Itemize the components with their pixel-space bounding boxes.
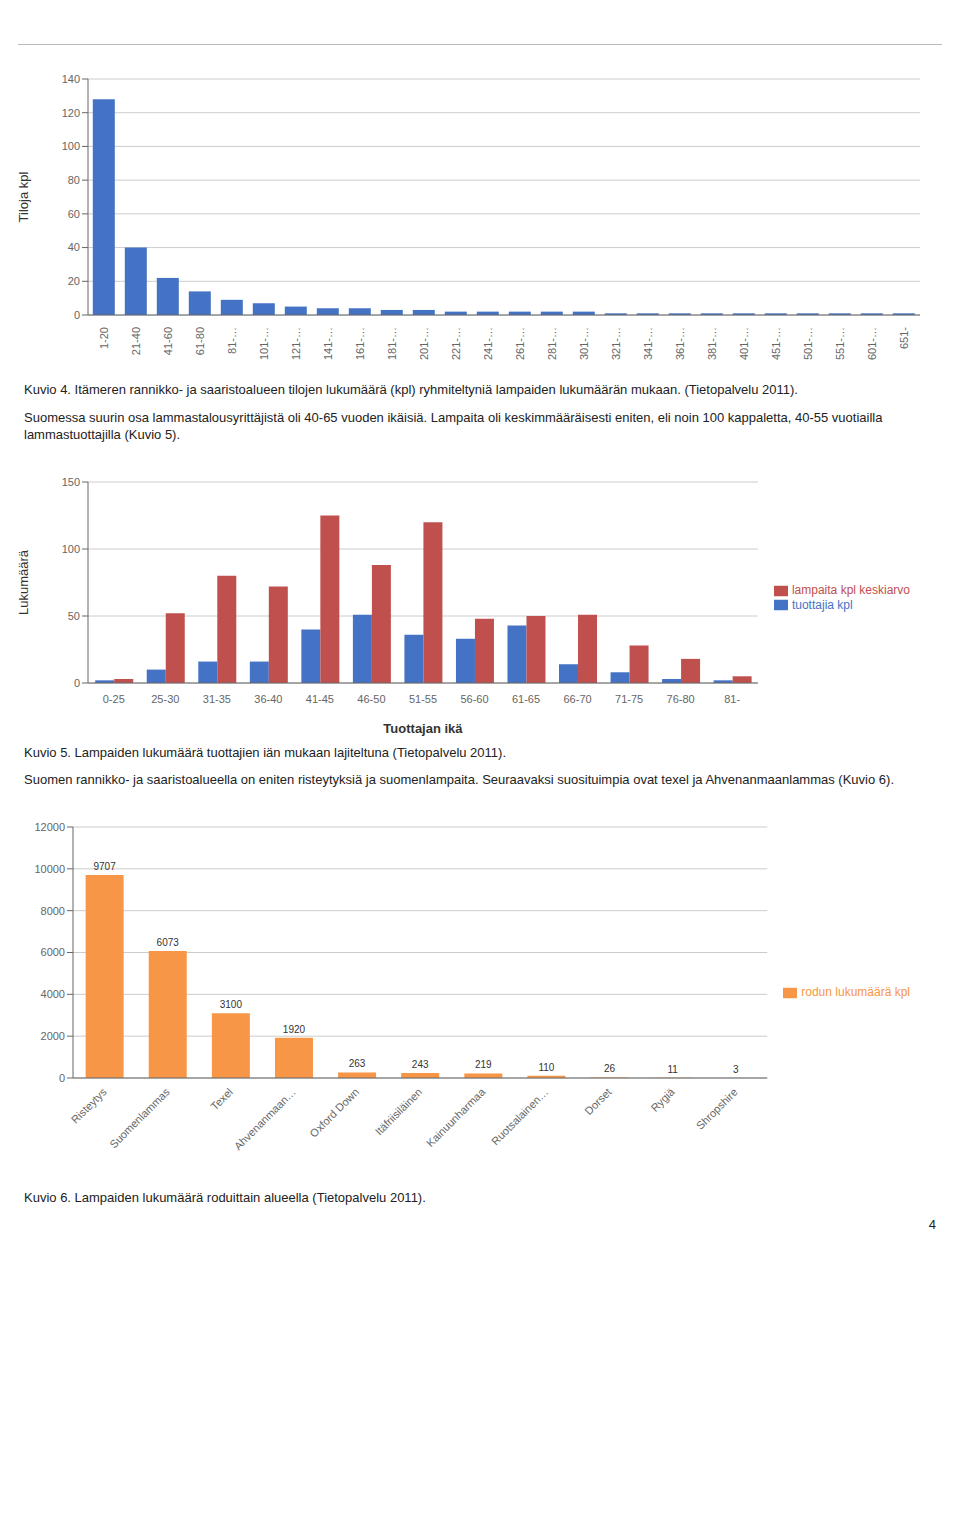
svg-text:61-80: 61-80 (194, 327, 206, 355)
svg-text:41-60: 41-60 (162, 327, 174, 355)
html-text:Kuvio 4. Itämeren rannikko- ja: Kuvio 4. Itämeren rannikko- ja saaristoa… (24, 382, 798, 397)
svg-text:401-…: 401-… (738, 327, 750, 360)
svg-text:50: 50 (68, 610, 80, 622)
svg-text:100: 100 (62, 140, 80, 152)
svg-text:71-75: 71-75 (615, 693, 643, 705)
svg-text:0: 0 (59, 1072, 65, 1084)
svg-text:100: 100 (62, 543, 80, 555)
svg-text:11: 11 (667, 1064, 678, 1075)
svg-text:551-…: 551-… (834, 327, 846, 360)
svg-text:20: 20 (68, 275, 80, 287)
svg-text:501-…: 501-… (802, 327, 814, 360)
svg-text:60: 60 (68, 208, 80, 220)
svg-text:Tuottajan ikä: Tuottajan ikä (383, 721, 463, 736)
svg-text:263: 263 (349, 1058, 366, 1069)
svg-text:41-45: 41-45 (306, 693, 334, 705)
svg-text:3100: 3100 (220, 999, 243, 1010)
svg-text:201-…: 201-… (418, 327, 430, 360)
svg-text:0: 0 (74, 677, 80, 689)
svg-text:Itäfriisiläinen: Itäfriisiläinen (373, 1085, 425, 1137)
svg-text:6073: 6073 (157, 937, 180, 948)
svg-text:219: 219 (475, 1059, 492, 1070)
svg-text:0: 0 (74, 309, 80, 321)
svg-text:46-50: 46-50 (357, 693, 385, 705)
svg-text:381-…: 381-… (706, 327, 718, 360)
svg-text:25-30: 25-30 (151, 693, 179, 705)
svg-text:76-80: 76-80 (667, 693, 695, 705)
svg-text:451-…: 451-… (770, 327, 782, 360)
svg-text:161-…: 161-… (354, 327, 366, 360)
svg-text:Risteytys: Risteytys (69, 1085, 109, 1125)
svg-text:651-: 651- (898, 327, 910, 349)
svg-text:80: 80 (68, 174, 80, 186)
svg-text:Rygiä: Rygiä (648, 1085, 677, 1114)
svg-text:12000: 12000 (34, 821, 65, 833)
svg-text:4000: 4000 (41, 988, 65, 1000)
svg-text:261-…: 261-… (514, 327, 526, 360)
svg-text:56-60: 56-60 (460, 693, 488, 705)
html-text:lampaita kpl keskiarvo: lampaita kpl keskiarvo (791, 582, 910, 597)
svg-text:243: 243 (412, 1059, 429, 1070)
svg-text:2000: 2000 (41, 1030, 65, 1042)
svg-text:150: 150 (62, 476, 80, 488)
svg-text:Suomenlammas: Suomenlammas (107, 1085, 172, 1150)
svg-text:66-70: 66-70 (563, 693, 591, 705)
svg-text:321-…: 321-… (610, 327, 622, 360)
svg-text:21-40: 21-40 (130, 327, 142, 355)
svg-text:121-…: 121-… (290, 327, 302, 360)
svg-text:0-25: 0-25 (103, 693, 125, 705)
svg-text:Dorset: Dorset (582, 1085, 613, 1116)
svg-text:181-…: 181-… (386, 327, 398, 360)
svg-text:51-55: 51-55 (409, 693, 437, 705)
svg-text:8000: 8000 (41, 904, 65, 916)
svg-text:Lukumäärä: Lukumäärä (16, 549, 31, 615)
svg-text:1-20: 1-20 (98, 327, 110, 349)
svg-text:36-40: 36-40 (254, 693, 282, 705)
html-text:Suomessa suurin osa lammastalo: Suomessa suurin osa lammastalousyrittäji… (24, 409, 883, 443)
svg-text:26: 26 (604, 1063, 616, 1074)
html-text:rodun lukumäärä kpl: rodun lukumäärä kpl (801, 985, 910, 1000)
svg-text:Kainuunharmaa: Kainuunharmaa (424, 1085, 488, 1149)
svg-text:241-…: 241-… (482, 327, 494, 360)
svg-text:Tiloja kpl: Tiloja kpl (16, 171, 31, 222)
svg-text:110: 110 (538, 1061, 554, 1072)
svg-text:341-…: 341-… (642, 327, 654, 360)
svg-text:Ahvenanmaan…: Ahvenanmaan… (232, 1085, 298, 1151)
svg-text:9707: 9707 (93, 861, 116, 872)
html-text:Suomen rannikko- ja saaristoal: Suomen rannikko- ja saaristoalueella on … (24, 772, 894, 788)
html-text:tuottajia kpl: tuottajia kpl (791, 597, 853, 612)
svg-text:40: 40 (68, 241, 80, 253)
svg-text:1920: 1920 (283, 1024, 306, 1035)
svg-text:Oxford Down: Oxford Down (307, 1085, 361, 1139)
svg-text:221-…: 221-… (450, 327, 462, 360)
svg-text:81-: 81- (724, 693, 740, 705)
svg-text:3: 3 (733, 1064, 739, 1075)
svg-text:Shropshire: Shropshire (694, 1085, 740, 1131)
svg-text:Texel: Texel (208, 1085, 235, 1112)
svg-text:601-…: 601-… (866, 327, 878, 360)
html-text:4: 4 (928, 1217, 936, 1233)
svg-text:31-35: 31-35 (203, 693, 231, 705)
svg-text:Ruotsalainen…: Ruotsalainen… (489, 1085, 551, 1147)
html-text:Kuvio 6. Lampaiden lukumäärä r: Kuvio 6. Lampaiden lukumäärä roduittain … (24, 1189, 426, 1205)
svg-text:81-…: 81-… (226, 327, 238, 354)
svg-text:6000: 6000 (41, 946, 65, 958)
svg-text:141-…: 141-… (322, 327, 334, 360)
svg-text:301-…: 301-… (578, 327, 590, 360)
svg-text:120: 120 (62, 107, 80, 119)
svg-text:61-65: 61-65 (512, 693, 540, 705)
svg-text:361-…: 361-… (674, 327, 686, 360)
svg-text:140: 140 (62, 73, 80, 85)
html-text:Kuvio 5. Lampaiden lukumäärä t: Kuvio 5. Lampaiden lukumäärä tuottajien … (24, 744, 506, 760)
svg-text:281-…: 281-… (546, 327, 558, 360)
svg-text:10000: 10000 (34, 862, 65, 874)
svg-text:101-…: 101-… (258, 327, 270, 360)
